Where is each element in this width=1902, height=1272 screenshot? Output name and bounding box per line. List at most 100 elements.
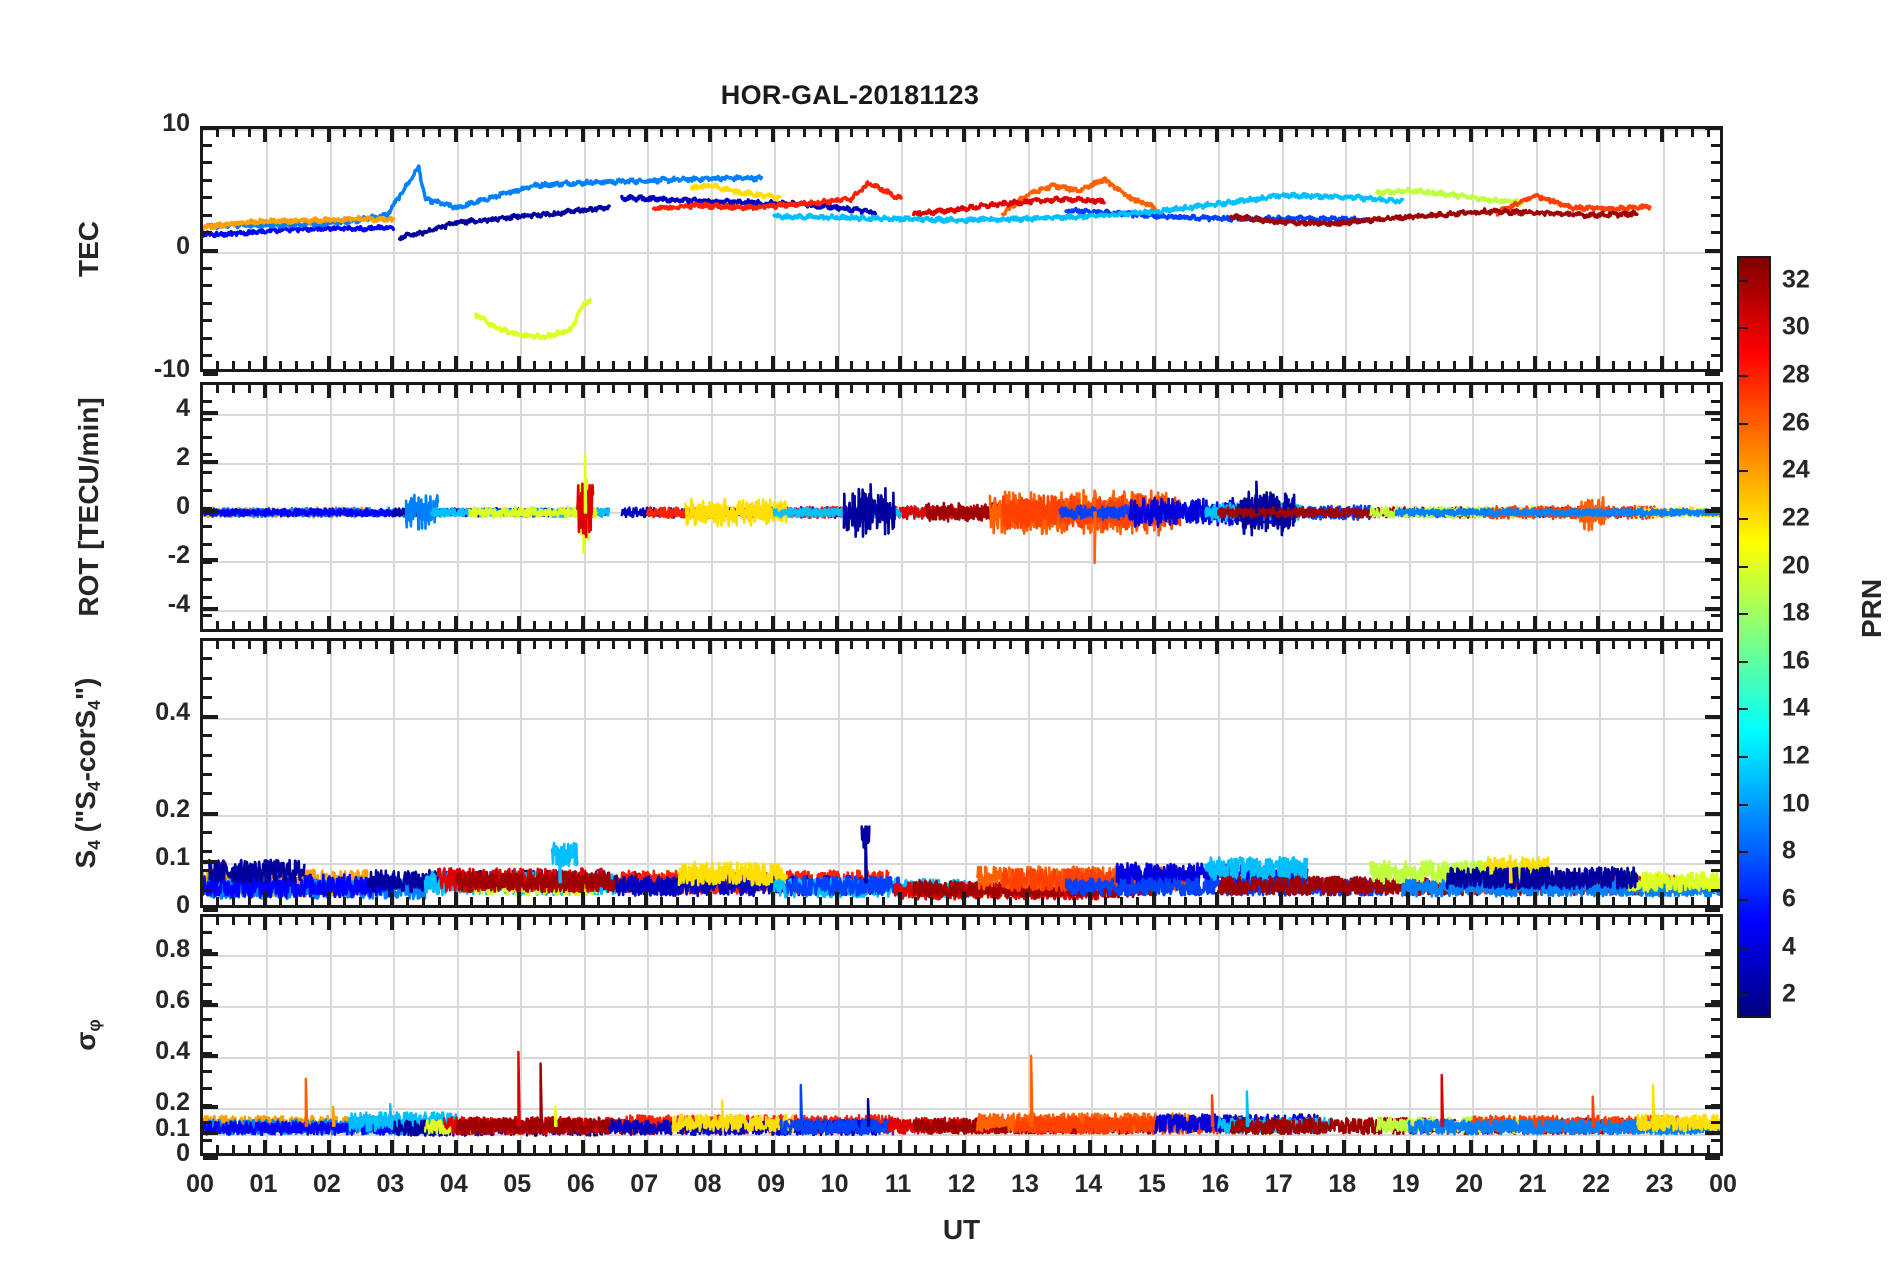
gridline-vertical	[520, 385, 523, 629]
axis-tick-y-minor	[203, 1070, 212, 1073]
x-tick-label: 22	[1582, 1170, 1610, 1198]
axis-tick-y	[203, 860, 218, 864]
axis-tick-x	[708, 385, 712, 398]
y-tick-label-rot: -4	[167, 590, 190, 619]
axis-tick-y-minor	[1711, 249, 1720, 252]
axis-tick-x	[1215, 641, 1219, 654]
axis-tick-x	[581, 641, 585, 654]
axis-tick-x	[1358, 621, 1361, 629]
x-tick-label: 03	[376, 1170, 405, 1198]
axis-tick-x	[1009, 897, 1012, 905]
axis-tick-x	[660, 641, 663, 649]
axis-tick-x	[724, 385, 727, 393]
axis-tick-y-minor	[1711, 578, 1720, 581]
axis-tick-x	[422, 385, 425, 393]
axis-tick-x	[501, 129, 504, 137]
colorbar-tick	[1739, 470, 1748, 472]
axis-tick-x	[1263, 641, 1266, 649]
axis-tick-x	[977, 621, 980, 629]
axis-tick-x	[1231, 385, 1234, 393]
axis-tick-x	[898, 1140, 902, 1153]
axis-tick-y-minor	[203, 179, 212, 182]
axis-tick-x	[1501, 641, 1504, 649]
axis-tick-y-minor	[1711, 596, 1720, 599]
axis-tick-x	[581, 129, 585, 142]
gridline-vertical	[901, 129, 904, 369]
axis-tick-x	[946, 361, 949, 369]
y-axis-title-s4: S4 ("S4-corS4")	[70, 677, 104, 869]
axis-tick-x	[724, 641, 727, 649]
axis-tick-x	[1073, 1145, 1076, 1153]
gridline-vertical	[329, 129, 332, 369]
axis-tick-x	[1057, 621, 1060, 629]
axis-tick-x	[993, 641, 996, 649]
axis-tick-x	[993, 385, 996, 393]
axis-tick-x	[676, 385, 679, 393]
axis-tick-y-minor	[1711, 179, 1720, 182]
axis-tick-x	[343, 621, 346, 629]
gridline-horizontal	[203, 252, 1720, 254]
axis-tick-x	[1374, 641, 1377, 649]
axis-tick-x	[628, 917, 631, 925]
axis-tick-x	[1644, 897, 1647, 905]
axis-tick-x	[390, 129, 394, 142]
axis-tick-x	[1073, 897, 1076, 905]
axis-tick-x	[1009, 129, 1012, 137]
axis-tick-x	[1517, 641, 1520, 649]
axis-tick-x	[1073, 385, 1076, 393]
axis-tick-x	[438, 917, 441, 925]
gridline-horizontal	[203, 815, 1720, 817]
axis-tick-x	[501, 361, 504, 369]
y-axis-title-sigmaphi: σφ	[70, 1019, 104, 1051]
axis-tick-x	[1517, 917, 1520, 925]
gridline-vertical	[456, 385, 459, 629]
axis-tick-x	[771, 1140, 775, 1153]
axis-tick-x	[232, 897, 235, 905]
axis-tick-y-minor	[1711, 715, 1720, 718]
axis-tick-x	[866, 129, 869, 137]
axis-tick-x	[660, 129, 663, 137]
axis-tick-x	[1612, 361, 1615, 369]
axis-tick-x	[501, 917, 504, 925]
axis-tick-x	[1548, 129, 1551, 137]
axis-tick-y-minor	[1711, 966, 1720, 969]
axis-tick-x	[1184, 621, 1187, 629]
axis-tick-x	[248, 917, 251, 925]
axis-tick-y	[203, 558, 218, 562]
plot-panel-tec	[200, 126, 1723, 372]
y-tick-label-tec: 0	[176, 232, 190, 260]
axis-tick-x	[1057, 385, 1060, 393]
axis-tick-x	[311, 917, 314, 925]
axis-tick-y-minor	[203, 418, 212, 421]
axis-tick-x	[1533, 616, 1537, 629]
axis-tick-x	[1342, 1140, 1346, 1153]
axis-tick-x	[343, 129, 346, 137]
axis-tick-x	[517, 356, 521, 369]
gridline-vertical	[456, 129, 459, 369]
axis-tick-x	[930, 129, 933, 137]
colorbar-title: PRN	[1856, 578, 1887, 638]
axis-tick-y-minor	[203, 1139, 212, 1142]
axis-tick-x	[1691, 385, 1694, 393]
axis-tick-x	[1374, 621, 1377, 629]
axis-tick-x	[263, 356, 267, 369]
axis-tick-y-minor	[1711, 319, 1720, 322]
gridline-vertical	[1535, 917, 1538, 1153]
axis-tick-x	[517, 385, 521, 398]
axis-tick-x	[454, 1140, 458, 1153]
axis-tick-x	[295, 1145, 298, 1153]
axis-tick-x	[1136, 897, 1139, 905]
axis-tick-y-minor	[1711, 677, 1720, 680]
colorbar-tick-label: 26	[1782, 408, 1810, 437]
axis-tick-x	[1453, 1145, 1456, 1153]
axis-tick-x	[248, 897, 251, 905]
y-tick-label-sigmaphi: 0.6	[155, 986, 190, 1015]
axis-tick-x	[914, 897, 917, 905]
data-traces-sigmaphi	[203, 1050, 1720, 1137]
axis-tick-x	[1390, 361, 1393, 369]
axis-tick-x	[644, 917, 648, 930]
axis-tick-x	[422, 897, 425, 905]
axis-tick-x	[565, 385, 568, 393]
axis-tick-x	[533, 129, 536, 137]
axis-tick-x	[438, 1145, 441, 1153]
